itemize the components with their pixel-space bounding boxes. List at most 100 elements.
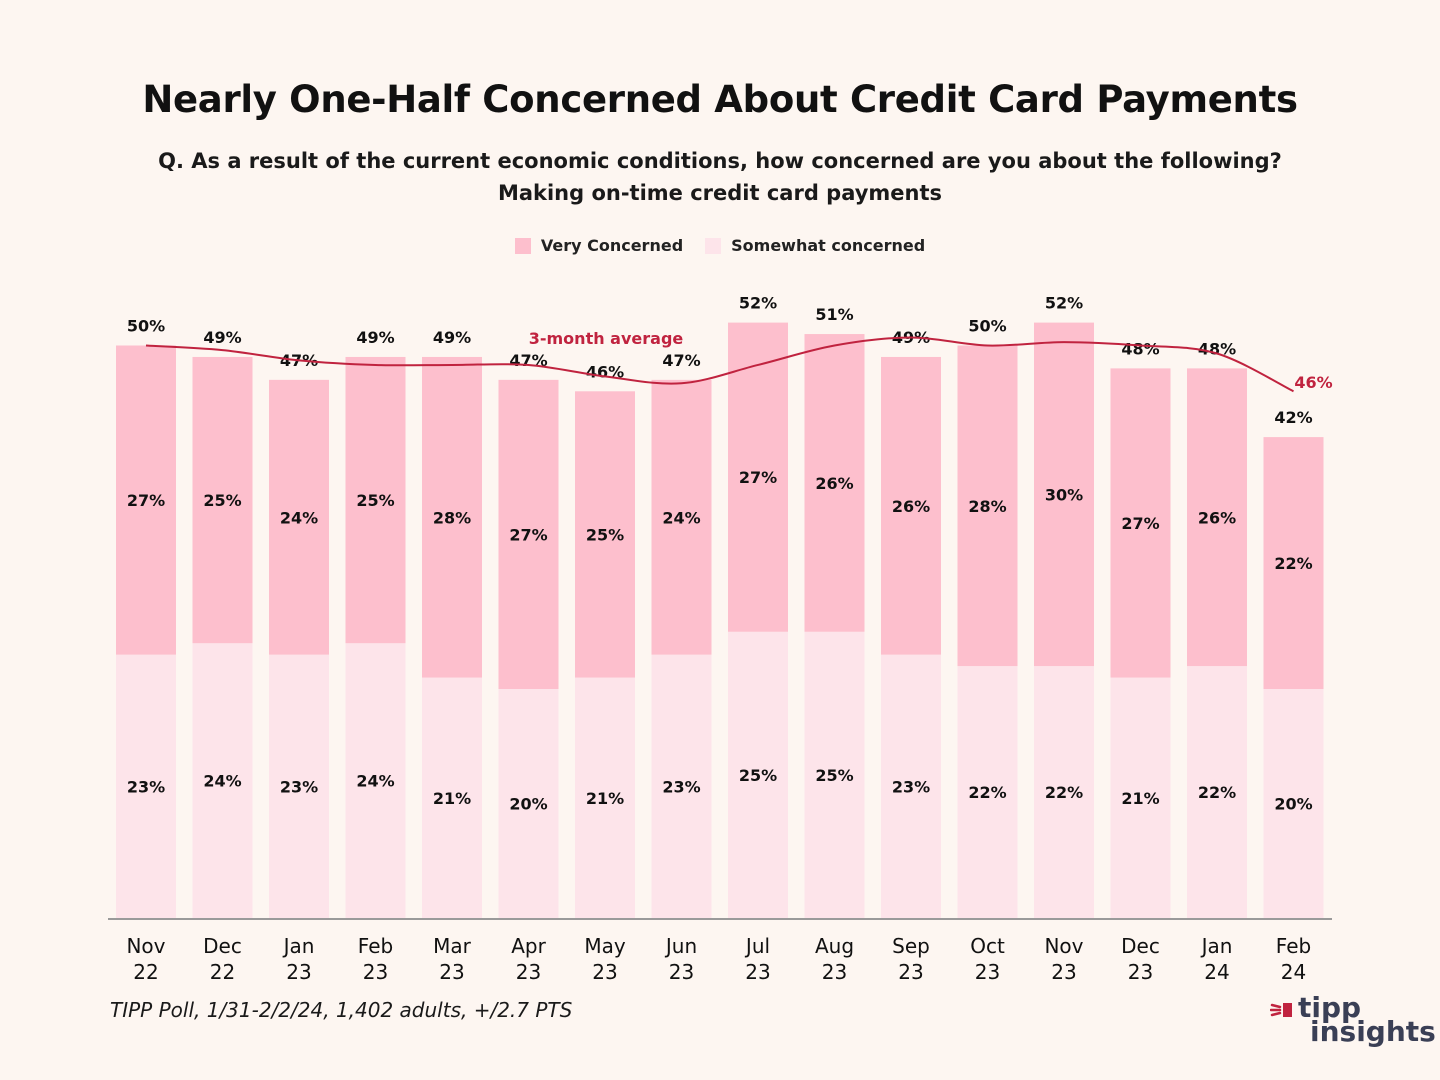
legend: Very Concerned Somewhat concerned — [0, 236, 1440, 255]
label-very-2: 24% — [280, 508, 318, 527]
bar-very-1 — [192, 356, 253, 644]
bar-somewhat-3 — [345, 643, 406, 918]
label-total-13: 48% — [1121, 339, 1159, 358]
category-month-14: Jan — [1200, 934, 1233, 958]
label-total-11: 50% — [968, 317, 1006, 336]
label-very-15: 22% — [1274, 554, 1312, 573]
label-somewhat-6: 21% — [586, 789, 624, 808]
bar-somewhat-6 — [575, 677, 635, 918]
label-somewhat-4: 21% — [433, 789, 471, 808]
label-very-13: 27% — [1121, 514, 1159, 533]
bar-very-14 — [1187, 368, 1247, 667]
bar-very-2 — [269, 379, 329, 655]
bar-very-0 — [116, 345, 176, 655]
legend-swatch-very — [514, 237, 531, 254]
label-somewhat-7: 23% — [662, 777, 700, 796]
logo-spark-icon — [1270, 1003, 1292, 1017]
label-somewhat-8: 25% — [739, 766, 777, 785]
legend-item-somewhat: Somewhat concerned — [705, 236, 925, 255]
label-total-1: 49% — [203, 328, 241, 347]
category-year-14: 24 — [1204, 960, 1229, 984]
label-total-8: 52% — [739, 294, 777, 313]
bar-somewhat-12 — [1034, 666, 1094, 918]
label-total-12: 52% — [1045, 294, 1083, 313]
category-month-2: Jan — [282, 934, 315, 958]
bar-somewhat-8 — [728, 631, 788, 918]
average-line-label: 3-month average — [529, 329, 684, 348]
category-year-12: 23 — [1051, 960, 1076, 984]
category-year-13: 23 — [1128, 960, 1153, 984]
category-month-12: Nov — [1044, 934, 1083, 958]
label-very-4: 28% — [433, 508, 471, 527]
legend-label-very: Very Concerned — [540, 236, 684, 255]
label-total-14: 48% — [1198, 339, 1236, 358]
label-somewhat-10: 23% — [892, 777, 930, 796]
category-year-6: 23 — [592, 960, 617, 984]
logo-word-insights: insights — [1310, 1015, 1436, 1048]
category-month-15: Feb — [1276, 934, 1311, 958]
label-somewhat-15: 20% — [1274, 795, 1312, 814]
category-month-7: Jun — [664, 934, 697, 958]
average-line — [145, 336, 1294, 393]
category-month-0: Nov — [126, 934, 165, 958]
category-month-6: May — [584, 934, 626, 958]
label-total-4: 49% — [433, 328, 471, 347]
legend-item-very: Very Concerned — [514, 236, 684, 255]
label-somewhat-13: 21% — [1121, 789, 1159, 808]
bar-somewhat-14 — [1187, 666, 1247, 918]
label-total-3: 49% — [356, 328, 394, 347]
bar-very-6 — [575, 391, 635, 678]
logo-word-tipp: tipp — [1298, 991, 1362, 1024]
bar-very-9 — [804, 334, 865, 632]
bar-somewhat-7 — [651, 654, 712, 918]
label-somewhat-14: 22% — [1198, 783, 1236, 802]
label-somewhat-11: 22% — [968, 783, 1006, 802]
subtitle-question: Q. As a result of the current economic c… — [158, 149, 1282, 173]
bar-somewhat-5 — [498, 689, 559, 918]
label-somewhat-3: 24% — [356, 772, 394, 791]
chart-title: Nearly One-Half Concerned About Credit C… — [142, 78, 1298, 121]
label-very-7: 24% — [662, 508, 700, 527]
category-year-9: 23 — [822, 960, 847, 984]
category-year-0: 22 — [133, 960, 158, 984]
bar-somewhat-0 — [116, 654, 176, 918]
bar-very-12 — [1034, 322, 1094, 667]
stacked-bar-chart: 23%27%50%Nov2224%25%49%Dec2223%24%47%Jan… — [108, 294, 1333, 984]
label-very-3: 25% — [356, 491, 394, 510]
label-somewhat-12: 22% — [1045, 783, 1083, 802]
category-month-5: Apr — [511, 934, 546, 958]
label-somewhat-1: 24% — [203, 772, 241, 791]
category-month-1: Dec — [203, 934, 242, 958]
source-note: TIPP Poll, 1/31-2/2/24, 1,402 adults, +/… — [110, 998, 573, 1022]
bar-somewhat-4 — [422, 677, 482, 918]
category-month-11: Oct — [970, 934, 1005, 958]
label-total-15: 42% — [1274, 408, 1312, 427]
bar-very-10 — [881, 356, 941, 655]
bar-somewhat-11 — [957, 666, 1018, 918]
bar-very-11 — [957, 345, 1018, 667]
bar-very-4 — [422, 356, 482, 678]
category-month-10: Sep — [892, 934, 930, 958]
label-very-12: 30% — [1045, 485, 1083, 504]
label-very-10: 26% — [892, 497, 930, 516]
label-total-9: 51% — [815, 305, 853, 324]
category-year-15: 24 — [1281, 960, 1306, 984]
bar-somewhat-1 — [192, 643, 253, 918]
bar-very-3 — [345, 356, 406, 644]
label-somewhat-0: 23% — [127, 777, 165, 796]
bar-somewhat-9 — [804, 631, 865, 918]
category-year-2: 23 — [286, 960, 311, 984]
label-very-1: 25% — [203, 491, 241, 510]
category-year-7: 23 — [669, 960, 694, 984]
label-total-6: 46% — [586, 362, 624, 381]
label-very-6: 25% — [586, 525, 624, 544]
label-total-7: 47% — [662, 351, 700, 370]
category-year-10: 23 — [898, 960, 923, 984]
category-year-5: 23 — [516, 960, 541, 984]
label-very-5: 27% — [509, 525, 547, 544]
subtitle-topic: Making on-time credit card payments — [497, 181, 943, 205]
label-very-8: 27% — [739, 468, 777, 487]
label-somewhat-5: 20% — [509, 795, 547, 814]
category-month-8: Jul — [744, 934, 770, 958]
bar-somewhat-2 — [269, 654, 329, 918]
